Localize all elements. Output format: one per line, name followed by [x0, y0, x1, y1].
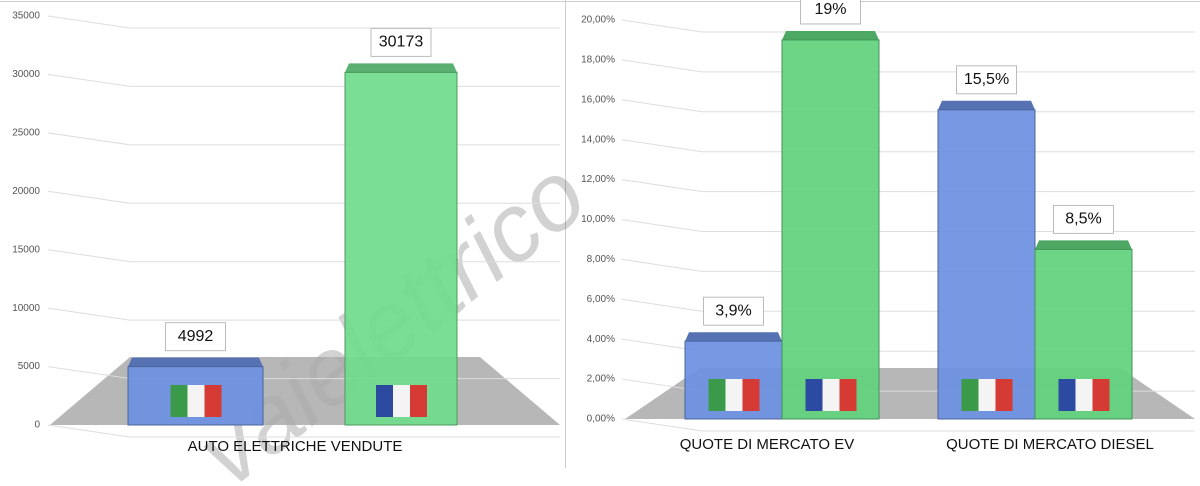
grid-line — [621, 59, 1195, 73]
y-tick-label: 10,00% — [581, 214, 615, 225]
y-tick-label: 18,00% — [581, 55, 615, 66]
y-tick-label: 4,00% — [587, 334, 615, 345]
value-label-box — [165, 322, 226, 352]
flag-stripe — [839, 379, 857, 411]
flag-stripe — [393, 385, 410, 417]
flag-stripe — [170, 385, 188, 417]
grid-line — [47, 424, 560, 438]
flag-stripe — [204, 385, 222, 417]
flag-stripe — [961, 379, 979, 411]
category-label: AUTO ELETTRICHE VENDUTE — [188, 438, 403, 455]
bar-top — [345, 63, 457, 73]
value-label-box — [703, 296, 764, 326]
y-tick-label: 35000 — [12, 11, 40, 22]
value-label: 4992 — [178, 328, 214, 345]
flag-stripe — [1058, 379, 1076, 411]
y-tick-label: 6,00% — [587, 294, 615, 305]
y-tick-label: 5000 — [18, 361, 41, 372]
category-label: QUOTE DI MERCATO DIESEL — [946, 436, 1154, 453]
bar-top — [1035, 240, 1132, 250]
y-tick-label: 20000 — [12, 186, 40, 197]
y-tick-label: 15000 — [12, 244, 40, 255]
bar-top — [685, 332, 782, 342]
value-label: 19% — [814, 1, 846, 18]
grid-line — [47, 73, 560, 87]
grid-line — [621, 179, 1195, 193]
y-tick-label: 16,00% — [581, 94, 615, 105]
grid-line — [621, 418, 1195, 432]
bar — [937, 109, 1036, 420]
flag-stripe — [1075, 379, 1093, 411]
y-tick-label: 10000 — [12, 303, 40, 314]
flag-stripe — [1092, 379, 1110, 411]
y-tick-label: 0,00% — [587, 414, 615, 425]
flag-stripe — [410, 385, 427, 417]
y-tick-label: 30000 — [12, 69, 40, 80]
value-label-box — [800, 0, 861, 25]
y-tick-label: 2,00% — [587, 374, 615, 385]
grid-line — [621, 99, 1195, 113]
value-label-box — [370, 27, 432, 57]
y-tick-label: 12,00% — [581, 174, 615, 185]
grid-line — [47, 15, 560, 29]
y-tick-label: 0 — [34, 420, 40, 431]
value-label-box — [956, 65, 1017, 95]
value-label: 8,5% — [1065, 211, 1101, 228]
flag-stripe — [708, 379, 726, 411]
flag-stripe — [725, 379, 743, 411]
y-tick-label: 8,00% — [587, 254, 615, 265]
grid-line — [47, 132, 560, 146]
bar-top — [782, 30, 879, 40]
bar — [344, 71, 458, 426]
y-tick-label: 14,00% — [581, 134, 615, 145]
value-label: 30173 — [379, 34, 424, 51]
flag-stripe — [742, 379, 760, 411]
flag-stripe — [822, 379, 840, 411]
flag-stripe — [978, 379, 996, 411]
flag-stripe — [187, 385, 205, 417]
value-label: 15,5% — [964, 71, 1009, 88]
flag-stripe — [805, 379, 823, 411]
bar-top — [938, 100, 1035, 110]
value-label: 3,9% — [715, 302, 751, 319]
grid-line — [621, 139, 1195, 153]
bar — [781, 39, 880, 420]
y-tick-label: 25000 — [12, 127, 40, 138]
bar-top — [128, 357, 263, 367]
floor — [50, 357, 560, 425]
flag-stripe — [995, 379, 1013, 411]
flag-stripe — [376, 385, 393, 417]
value-label-box — [1053, 204, 1114, 234]
category-label: QUOTE DI MERCATO EV — [680, 436, 854, 453]
y-tick-label: 20,00% — [581, 15, 615, 26]
grid-line — [621, 19, 1195, 33]
